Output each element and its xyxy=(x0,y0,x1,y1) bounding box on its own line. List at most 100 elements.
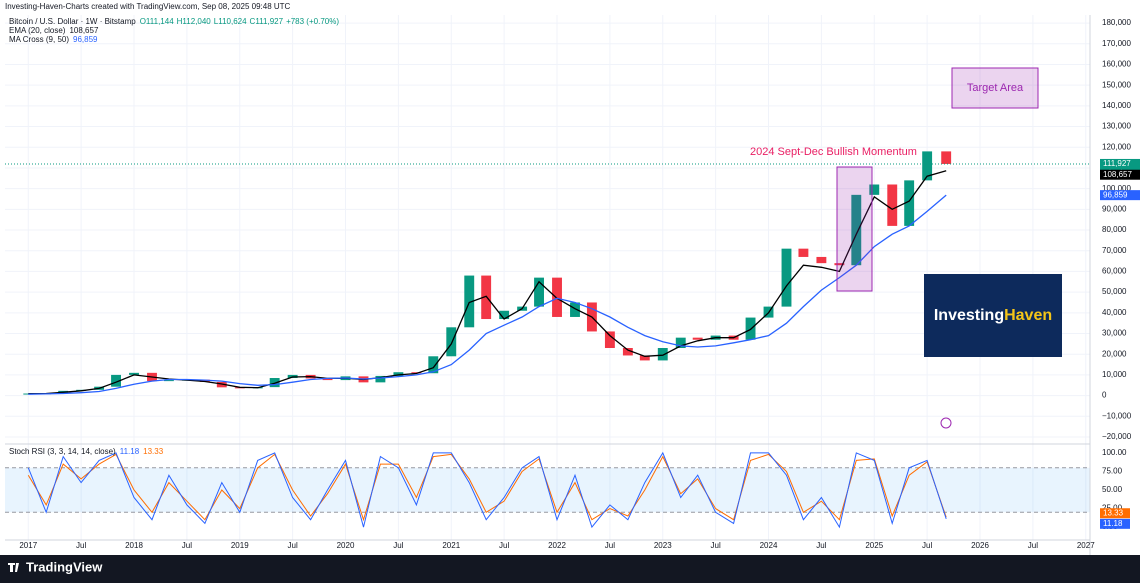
brand: TradingView xyxy=(26,559,103,574)
y-tick-label: 140,000 xyxy=(1102,101,1131,110)
candle xyxy=(411,372,422,374)
marks xyxy=(5,151,1090,529)
x-tick-label: 2017 xyxy=(19,541,37,550)
x-tick-label: 2025 xyxy=(865,541,883,550)
y-tick-label: 30,000 xyxy=(1102,329,1127,338)
band xyxy=(5,467,1090,513)
logo-part: Investing xyxy=(934,307,1004,324)
y-tick-label: 170,000 xyxy=(1102,39,1131,48)
candle xyxy=(622,348,633,356)
candle xyxy=(446,327,457,357)
y-tick-label: 160,000 xyxy=(1102,60,1131,69)
y-tick-label: 75.00 xyxy=(1102,467,1123,476)
highlight-box xyxy=(836,166,873,292)
candle xyxy=(922,151,933,181)
candle xyxy=(675,337,686,349)
candle xyxy=(869,184,880,195)
candle xyxy=(428,356,439,374)
candle xyxy=(464,275,475,328)
price-tag xyxy=(1100,190,1140,201)
legend-value: 11.18 xyxy=(120,447,140,456)
candle xyxy=(534,277,544,307)
candle xyxy=(692,337,703,340)
y-tick-label: 120,000 xyxy=(1102,142,1131,151)
x-tick-label: Jul xyxy=(76,541,86,550)
x-tick-label: 2023 xyxy=(654,541,672,550)
candle xyxy=(639,355,650,361)
price-tag-label: 108,657 xyxy=(1103,170,1132,179)
y-tick-label: 10,000 xyxy=(1102,370,1127,379)
legend-value: 13.33 xyxy=(143,447,164,456)
x-tick-label: 2027 xyxy=(1077,541,1095,550)
legend-text: EMA (20, close) xyxy=(9,26,66,35)
x-tick-label: Jul xyxy=(605,541,615,550)
x-tick-label: Jul xyxy=(922,541,932,550)
price-tag xyxy=(1100,169,1140,180)
legend-value: 96,859 xyxy=(73,35,98,44)
candle xyxy=(604,331,615,349)
x-tick-label: Jul xyxy=(1028,541,1038,550)
brand-icon xyxy=(8,563,19,572)
price-tag-label: 111,927 xyxy=(1103,159,1131,168)
candle xyxy=(552,277,562,317)
x-tick-label: Jul xyxy=(288,541,298,550)
x-tick-label: Jul xyxy=(816,541,826,550)
candle xyxy=(393,372,404,376)
candle xyxy=(499,310,510,320)
candle xyxy=(941,151,952,164)
candle xyxy=(322,378,333,381)
legend-value: +783 (+0.70%) xyxy=(286,17,339,26)
x-tick-label: Jul xyxy=(499,541,509,550)
candle xyxy=(834,263,845,266)
annotation: 2024 Sept-Dec Bullish Momentum xyxy=(750,146,917,158)
candle xyxy=(163,380,174,382)
y-tick-label: 100.00 xyxy=(1102,448,1127,457)
y-tick-label: 70,000 xyxy=(1102,246,1127,255)
attribution: Investing-Haven-Charts created with Trad… xyxy=(5,2,291,11)
x-tick-label: Jul xyxy=(711,541,721,550)
value-tag-label: 11.18 xyxy=(1103,519,1123,528)
y-tick-label: −20,000 xyxy=(1102,432,1132,441)
candle xyxy=(199,379,210,382)
value-tag xyxy=(1100,508,1130,519)
icon xyxy=(940,417,952,429)
legend-value: 108,657 xyxy=(69,26,98,35)
x-tick-label: 2020 xyxy=(337,541,355,550)
price-tag-label: 96,859 xyxy=(1103,190,1128,199)
x-tick-label: Jul xyxy=(182,541,192,550)
y-tick-label: 50,000 xyxy=(1102,287,1127,296)
x-tick-label: 2026 xyxy=(971,541,989,550)
x-tick-label: 2024 xyxy=(760,541,778,550)
footer xyxy=(0,555,1140,583)
x-tick-label: Jul xyxy=(393,541,403,550)
y-tick-label: 100,000 xyxy=(1102,184,1131,193)
y-tick-label: 90,000 xyxy=(1102,204,1127,213)
series-line xyxy=(28,194,947,395)
candle xyxy=(816,256,827,264)
x-tick-label: 2018 xyxy=(125,541,143,550)
candle xyxy=(781,248,792,307)
candle xyxy=(23,393,34,395)
y-tick-label: 130,000 xyxy=(1102,122,1131,131)
value-tag xyxy=(1100,518,1130,529)
legend-text: MA Cross (9, 50) xyxy=(9,35,69,44)
x-tick-label: 2019 xyxy=(231,541,249,550)
candle xyxy=(129,372,139,375)
legend-value: O111,144 xyxy=(140,17,175,26)
candle xyxy=(657,348,668,361)
candle xyxy=(887,184,898,226)
candle xyxy=(904,180,915,226)
annotation: Target Area xyxy=(967,82,1024,94)
y-tick-label: 80,000 xyxy=(1102,225,1127,234)
legend-value: H112,040 xyxy=(177,17,212,26)
legend-ma: MA Cross (9, 50) 96,859 xyxy=(9,35,98,44)
legend-ema: EMA (20, close) 108,657 xyxy=(9,26,99,35)
legend-text: Stoch RSI (3, 3, 14, 14, close) xyxy=(9,447,116,456)
value-tag-label: 13.33 xyxy=(1103,508,1124,517)
y-tick-label: 180,000 xyxy=(1102,18,1131,27)
y-tick-label: 20,000 xyxy=(1102,349,1127,358)
logo: InvestingHaven xyxy=(934,307,1052,324)
x-tick-label: 2022 xyxy=(548,541,566,550)
candle xyxy=(375,375,386,383)
